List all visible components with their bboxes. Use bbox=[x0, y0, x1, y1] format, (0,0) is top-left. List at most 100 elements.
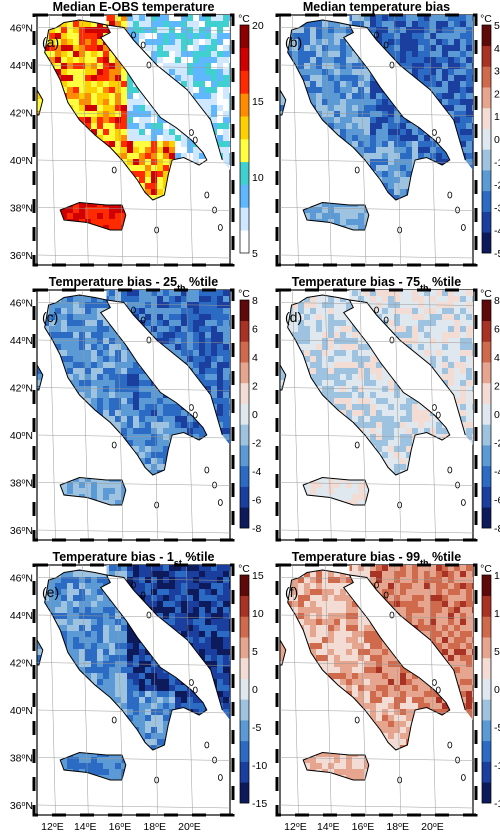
colorbar-segment bbox=[240, 699, 249, 720]
colorbar-segment bbox=[482, 507, 491, 528]
panel-label: (a) bbox=[42, 34, 59, 50]
colorbar-tick: 8 bbox=[252, 295, 258, 307]
colorbar-segment bbox=[240, 616, 249, 637]
colorbar-segment bbox=[482, 596, 491, 617]
colorbar-tick: 5 bbox=[252, 248, 258, 260]
lat-label: 36oN bbox=[10, 800, 33, 812]
colorbar-tick: -1 bbox=[494, 157, 500, 169]
colorbar-tick: 6 bbox=[494, 324, 500, 336]
colorbar-segment bbox=[482, 658, 491, 679]
colorbar-tick: -10 bbox=[252, 760, 267, 772]
colorbar-segment bbox=[482, 575, 491, 596]
panel-d: (d)Temperature bias - 75th %tile°C86420-… bbox=[277, 275, 500, 543]
colorbar-segment bbox=[482, 487, 491, 508]
colorbar-segment bbox=[240, 71, 249, 94]
lon-label: 14oE bbox=[317, 821, 340, 833]
colorbar-tick: -10 bbox=[494, 760, 500, 772]
lat-label: 40oN bbox=[10, 705, 33, 717]
lon-label: 18oE bbox=[386, 821, 409, 833]
panel-label: (f) bbox=[285, 584, 298, 600]
colorbar-segment bbox=[240, 93, 249, 116]
colorbar-segment bbox=[240, 487, 249, 508]
colorbar-segment bbox=[240, 575, 249, 596]
lat-label: 44oN bbox=[10, 610, 33, 622]
colorbar-segment bbox=[482, 170, 491, 191]
colorbar-segment bbox=[240, 404, 249, 425]
colorbar-tick: 0 bbox=[494, 134, 500, 146]
colorbar-segment bbox=[240, 341, 249, 362]
lon-label: 12oE bbox=[284, 821, 307, 833]
panel-b: (b)Median temperature bias°C543210-1-2-3… bbox=[277, 0, 500, 268]
lat-label: 42oN bbox=[10, 108, 33, 120]
colorbar-segment bbox=[240, 445, 249, 466]
colorbar-segment bbox=[240, 185, 249, 208]
colorbar-segment bbox=[482, 300, 491, 321]
lon-label: 18oE bbox=[143, 821, 166, 833]
colorbar-unit: °C bbox=[480, 288, 492, 300]
colorbar-segment bbox=[240, 25, 249, 48]
lon-label: 20oE bbox=[178, 821, 201, 833]
colorbar-tick: 4 bbox=[494, 43, 500, 55]
colorbar-segment bbox=[240, 116, 249, 139]
colorbar-tick: 0 bbox=[494, 684, 500, 696]
panel-e: (e)Temperature bias - 1st %tile46oN44oN4… bbox=[10, 550, 268, 833]
colorbar-segment bbox=[482, 383, 491, 404]
colorbar-segment bbox=[482, 25, 491, 46]
colorbar-unit: °C bbox=[480, 563, 492, 575]
colorbar-tick: 1 bbox=[494, 111, 500, 123]
colorbar-tick: -2 bbox=[494, 438, 500, 450]
colorbar-tick: 0 bbox=[494, 409, 500, 421]
colorbar-tick: 10 bbox=[252, 608, 264, 620]
colorbar-segment bbox=[240, 782, 249, 803]
lat-label: 36oN bbox=[10, 250, 33, 262]
colorbar-tick: 10 bbox=[252, 172, 264, 184]
colorbar-unit: °C bbox=[480, 13, 492, 25]
lon-label: 20oE bbox=[421, 821, 444, 833]
lat-label: 38oN bbox=[10, 753, 33, 765]
colorbar-segment bbox=[482, 637, 491, 658]
colorbar-tick: 2 bbox=[252, 381, 258, 393]
colorbar-tick: -4 bbox=[252, 466, 261, 478]
lon-label: 16oE bbox=[109, 821, 132, 833]
colorbar-tick: -2 bbox=[252, 438, 261, 450]
colorbar-segment bbox=[482, 782, 491, 803]
colorbar-tick: 10 bbox=[494, 608, 500, 620]
colorbar-segment bbox=[482, 341, 491, 362]
colorbar-tick: -15 bbox=[494, 798, 500, 810]
colorbar-segment bbox=[240, 48, 249, 71]
colorbar-segment bbox=[240, 720, 249, 741]
colorbar-segment bbox=[482, 445, 491, 466]
colorbar-segment bbox=[482, 679, 491, 700]
lat-label: 36oN bbox=[10, 525, 33, 537]
panel-label: (c) bbox=[42, 309, 58, 325]
lon-label: 12oE bbox=[41, 821, 64, 833]
colorbar-tick: -5 bbox=[252, 722, 261, 734]
colorbar-segment bbox=[240, 300, 249, 321]
colorbar-tick: 2 bbox=[494, 381, 500, 393]
colorbar-unit: °C bbox=[238, 13, 250, 25]
colorbar-tick: 15 bbox=[494, 570, 500, 582]
lat-label: 40oN bbox=[10, 155, 33, 167]
colorbar-segment bbox=[482, 108, 491, 129]
lat-label: 46oN bbox=[10, 573, 33, 585]
colorbar-segment bbox=[482, 232, 491, 253]
panel-title: Median E-OBS temperature bbox=[53, 0, 215, 14]
colorbar-tick: -8 bbox=[494, 523, 500, 535]
lat-label: 46oN bbox=[10, 298, 33, 310]
colorbar-segment bbox=[240, 466, 249, 487]
colorbar-segment bbox=[482, 720, 491, 741]
colorbar-tick: -4 bbox=[494, 225, 500, 237]
lat-label: 38oN bbox=[10, 203, 33, 215]
colorbar-segment bbox=[482, 404, 491, 425]
lat-label: 42oN bbox=[10, 658, 33, 670]
colorbar-segment bbox=[482, 87, 491, 108]
colorbar-segment bbox=[240, 362, 249, 383]
colorbar-segment bbox=[482, 762, 491, 783]
colorbar-unit: °C bbox=[238, 288, 250, 300]
lat-label: 38oN bbox=[10, 478, 33, 490]
panel-a: (a)Median E-OBS temperature46oN44oN42oN4… bbox=[10, 0, 264, 268]
lat-label: 46oN bbox=[10, 23, 33, 35]
colorbar-tick: -15 bbox=[252, 798, 267, 810]
colorbar-segment bbox=[240, 741, 249, 762]
